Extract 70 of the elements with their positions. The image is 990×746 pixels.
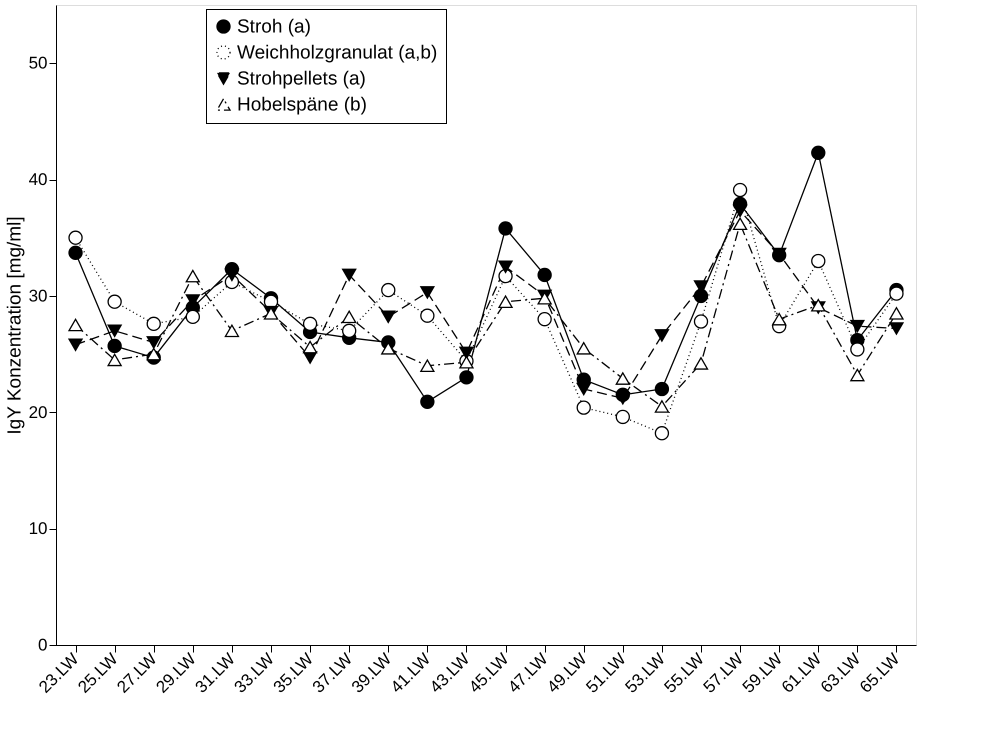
y-tick-label: 10	[28, 519, 48, 538]
point	[342, 324, 356, 338]
point	[576, 382, 591, 396]
point	[850, 368, 865, 382]
point	[302, 340, 318, 354]
point	[107, 354, 122, 366]
point	[498, 268, 513, 284]
point	[107, 294, 122, 309]
point	[811, 254, 826, 268]
point	[811, 146, 826, 160]
legend-label: Hobelspäne (b)	[237, 94, 367, 116]
point	[576, 342, 591, 355]
point	[146, 336, 161, 349]
point	[694, 357, 708, 370]
point	[616, 392, 630, 405]
point	[342, 268, 356, 282]
point	[537, 312, 552, 326]
point	[146, 316, 161, 331]
point	[381, 282, 396, 298]
point	[498, 221, 513, 236]
point	[68, 318, 83, 332]
point	[654, 382, 670, 396]
point	[732, 182, 748, 198]
legend-label: Weichholzgranulat (a,b)	[237, 42, 438, 64]
point	[772, 312, 786, 326]
point	[654, 329, 670, 342]
point	[576, 400, 591, 415]
point	[459, 370, 474, 385]
point	[146, 348, 161, 360]
point	[224, 268, 240, 282]
point	[654, 400, 670, 413]
point	[498, 260, 513, 274]
legend-label: Strohpellets (a)	[237, 68, 366, 90]
point	[420, 359, 435, 372]
point	[68, 338, 83, 352]
y-tick-label: 0	[38, 636, 48, 654]
point	[850, 342, 865, 357]
y-tick-label: 50	[28, 54, 48, 73]
point	[381, 310, 396, 324]
point	[616, 410, 630, 424]
point	[654, 426, 670, 440]
point	[107, 338, 122, 354]
point	[420, 286, 435, 299]
point	[889, 322, 904, 335]
point	[694, 314, 708, 329]
point	[889, 286, 904, 301]
point	[732, 204, 748, 218]
point	[302, 316, 318, 331]
legend-label: Stroh (a)	[237, 16, 311, 38]
point	[420, 394, 435, 409]
point	[459, 346, 474, 360]
point	[537, 268, 552, 282]
point	[616, 372, 630, 385]
point	[889, 307, 904, 320]
point	[107, 324, 122, 338]
point	[420, 308, 435, 323]
point	[694, 288, 708, 304]
point	[342, 310, 356, 324]
point	[850, 320, 865, 332]
point	[732, 217, 748, 230]
point	[186, 270, 200, 282]
point	[224, 324, 240, 338]
y-tick-label: 20	[28, 402, 48, 422]
y-tick-label: 30	[28, 286, 48, 306]
point	[498, 295, 513, 308]
point	[68, 246, 83, 260]
point	[186, 310, 200, 324]
point	[68, 230, 83, 245]
y-axis-title: IgY Konzentration [mg/ml]	[4, 216, 26, 435]
y-tick-label: 40	[28, 170, 48, 190]
